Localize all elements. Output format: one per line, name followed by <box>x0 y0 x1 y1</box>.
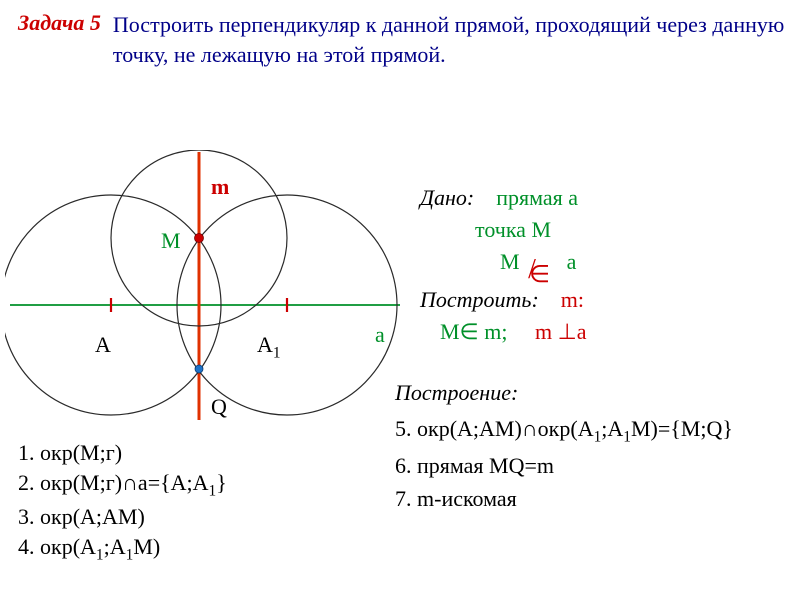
steps-right: 5. окр(А;АМ)∩окр(А1;А1М)={М;Q} 6. прямая… <box>395 412 733 515</box>
step-3: 3. окр(А;АМ) <box>18 502 227 532</box>
m-colon: m: <box>561 287 584 312</box>
construction-title: Построение: <box>395 380 518 406</box>
step-5: 5. окр(А;АМ)∩окр(А1;А1М)={М;Q} <box>395 412 733 449</box>
postroit-label: Построить: <box>420 287 539 312</box>
point-m-row: точка М <box>420 217 800 243</box>
label-Q: Q <box>211 394 227 420</box>
label-m: m <box>211 174 229 200</box>
M-in-m: М∈ m; <box>440 319 507 344</box>
postroit-row: Построить: m: <box>420 287 800 313</box>
header: Задача 5 Построить перпендикуляр к данно… <box>18 10 790 69</box>
step-7: 7. m-искомая <box>395 482 733 515</box>
diagram: m M A A1 a Q <box>5 150 405 430</box>
dano-row: Дано: прямая а <box>420 185 800 211</box>
step-6: 6. прямая MQ=m <box>395 449 733 482</box>
given-block: Дано: прямая а точка М М ∈ / a Построить… <box>420 185 800 351</box>
given-point-M: точка М <box>475 217 551 242</box>
label-A1: A1 <box>257 332 281 362</box>
label-a: a <box>375 322 385 348</box>
notin-row: М ∈ / a <box>420 249 800 277</box>
conditions-row: М∈ m; m ⊥a <box>420 319 800 345</box>
label-M-point: M <box>161 228 181 254</box>
label-A: A <box>95 332 111 358</box>
notin-a: a <box>567 249 577 274</box>
task-text: Построить перпендикуляр к данной прямой,… <box>113 10 790 69</box>
steps-left: 1. окр(М;г) 2. окр(М;г)∩а={А;А1} 3. окр(… <box>18 438 227 566</box>
given-line-a: прямая а <box>496 185 578 210</box>
step-2: 2. окр(М;г)∩а={А;А1} <box>18 468 227 502</box>
step-4: 4. окр(А1;А1М) <box>18 532 227 566</box>
dano-label: Дано: <box>420 185 474 210</box>
m-perp-a: m ⊥a <box>535 319 587 344</box>
task-label: Задача 5 <box>18 10 101 36</box>
geometry-svg <box>5 150 405 430</box>
notin-M: М <box>500 249 520 274</box>
step-1: 1. окр(М;г) <box>18 438 227 468</box>
